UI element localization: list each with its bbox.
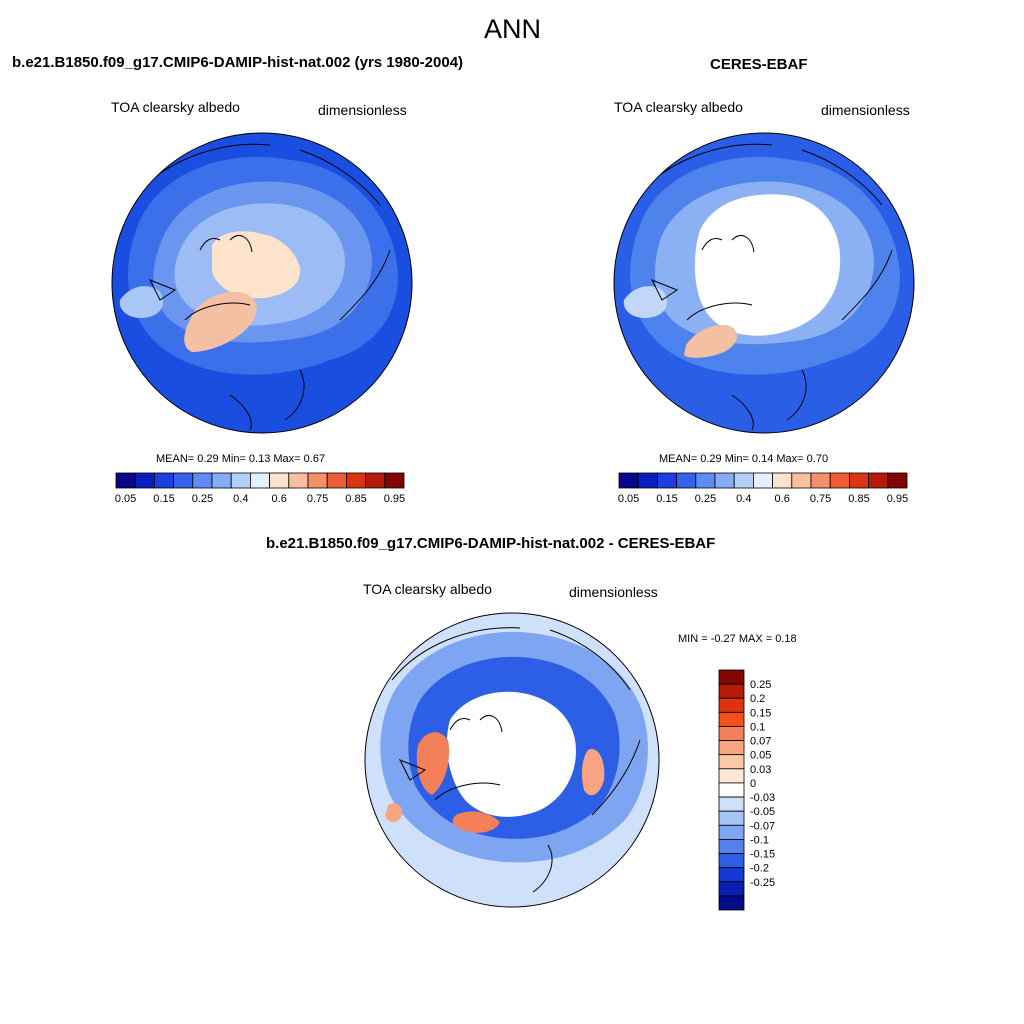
panel-2-units-label: dimensionless [821,102,910,118]
colorbar-tick-label: 0.6 [775,493,790,505]
colorbar-tick-label: 0.05 [750,750,771,762]
panel-3-title: b.e21.B1850.f09_g17.CMIP6-DAMIP-hist-nat… [266,535,716,552]
figure-title: ANN [484,14,542,44]
coastline [139,143,391,431]
colorbar-tick-label: -0.07 [750,820,775,832]
colorbar-tick-label: 0.07 [750,736,771,748]
colorbar-tick-label: 0.15 [153,493,174,505]
arctic-albedo-region [212,231,301,299]
colorbar-swatch [718,839,745,854]
colorbar-tick-label: -0.1 [750,834,769,846]
coastline [391,627,641,893]
panel-3-units-label: dimensionless [569,584,658,600]
land-pale-patch [119,286,164,318]
colorbar-swatch [718,711,745,727]
panel-1-units-label: dimensionless [318,102,407,118]
no-data-region [446,691,576,817]
colorbar-swatch [718,726,745,741]
colorbar-swatch [718,683,745,699]
colorbar-tick-label: 0.15 [750,707,771,719]
colorbar-tick-label: 0.25 [192,493,213,505]
colorbar-tick-label: 0.2 [750,693,765,705]
no-data-region [694,194,841,336]
positive-anomaly-west [416,732,450,795]
colorbar-tick-label: 0.6 [272,493,287,505]
positive-anomaly-south [452,811,500,833]
colorbar-tick-label: -0.25 [750,877,775,889]
colorbar-swatch [718,853,745,869]
panel-1-stats: MEAN= 0.29 Min= 0.13 Max= 0.67 [156,453,326,465]
colorbar-swatch [718,782,745,798]
colorbar-tick-label: -0.03 [750,792,775,804]
colorbar-swatch [718,895,745,911]
colorbar-swatch [887,472,908,489]
colorbar-tick-label: 0.15 [656,493,677,505]
colorbar-tick-label: 0.05 [115,493,136,505]
colorbar-tick-label: 0.25 [750,679,771,691]
coastline [641,143,893,431]
colorbar-tick-label: 0.75 [307,493,328,505]
colorbar-swatch [718,824,745,840]
colorbar-tick-label: 0.03 [750,764,771,776]
colorbar-swatch [718,697,745,713]
colorbar-tick-label: 0.95 [887,493,908,505]
colorbar-tick-label: 0.1 [750,721,765,733]
panel-1-variable-label: TOA clearsky albedo [111,99,240,115]
colorbar-tick-label: -0.05 [750,806,775,818]
panel-2-stats: MEAN= 0.29 Min= 0.14 Max= 0.70 [659,453,829,465]
colorbar-tick-label: -0.15 [750,849,775,861]
colorbar-tick-label: 0.95 [384,493,405,505]
panel-3-variable-label: TOA clearsky albedo [363,581,492,597]
colorbar-swatch [718,867,745,883]
positive-anomaly-patch [385,803,403,822]
colorbar-tick-label: 0.85 [848,493,869,505]
panel-2-variable-label: TOA clearsky albedo [614,99,743,115]
colorbar-swatch [718,669,745,685]
colorbar-swatch [718,810,745,826]
panel-2-title: CERES-EBAF [710,56,808,73]
colorbar-tick-label: 0 [750,778,756,790]
colorbar-tick-label: 0.4 [736,493,751,505]
colorbar-tick-label: -0.2 [750,863,769,875]
colorbar-tick-label: 0.25 [695,493,716,505]
colorbar-tick-label: 0.4 [233,493,248,505]
greenland-albedo-region [684,324,738,358]
panel-3-stats: MIN = -0.27 MAX = 0.18 [678,633,797,645]
colorbar-swatch [718,881,745,897]
positive-anomaly-east [581,749,605,796]
colorbar-tick-label: 0.05 [618,493,639,505]
colorbar-swatch [718,796,745,812]
panel-1-title: b.e21.B1850.f09_g17.CMIP6-DAMIP-hist-nat… [12,54,464,71]
colorbar-tick-label: 0.85 [345,493,366,505]
colorbar-swatch [718,768,745,784]
land-pale-patch [623,286,668,318]
colorbar-swatch [718,754,745,770]
colorbar-swatch [384,472,405,489]
colorbar-swatch [718,740,745,756]
colorbar-tick-label: 0.75 [810,493,831,505]
greenland-albedo-region [184,291,257,352]
